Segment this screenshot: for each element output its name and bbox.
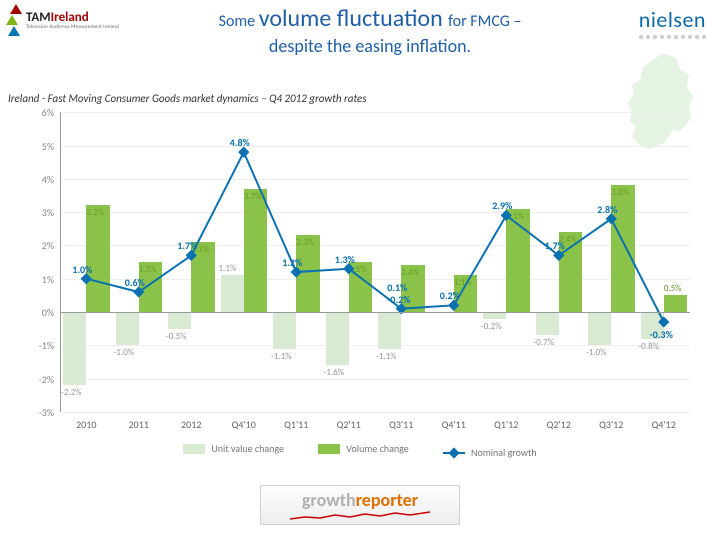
nielsen-logo: nielsen xyxy=(639,6,706,39)
x-category-label: Q4'10 xyxy=(218,418,271,431)
title-mid: for FMCG – xyxy=(448,12,521,31)
growthreporter-sparkline-icon xyxy=(290,511,430,521)
x-category-label: Q4'11 xyxy=(428,418,481,431)
y-axis-line xyxy=(60,112,61,412)
x-category-label: Q2'12 xyxy=(533,418,586,431)
y-tick-label: -1% xyxy=(20,339,54,352)
legend-unit-label: Unit value change xyxy=(211,442,284,455)
gr-right: reporter xyxy=(356,489,418,511)
tam-ireland-logo: TAMIreland Television Audience Measureme… xyxy=(6,4,119,36)
tam-tagline: Television Audience Measurement Ireland xyxy=(26,24,119,30)
legend-unit: Unit value change xyxy=(183,442,284,455)
y-tick-label: 2% xyxy=(20,239,54,252)
legend-volume: Volume change xyxy=(318,442,408,455)
chart-legend: Unit value change Volume change Nominal … xyxy=(20,442,700,459)
nominal-growth-label: 1.3% xyxy=(335,253,355,266)
nominal-growth-label: 1.7% xyxy=(177,239,197,252)
page-title: Some volume fluctuation for FMCG – despi… xyxy=(150,4,590,57)
nominal-growth-label: -0.3% xyxy=(650,328,673,341)
y-tick-label: 6% xyxy=(20,106,54,119)
x-category-label: Q1'11 xyxy=(270,418,323,431)
nominal-growth-label: 2.9% xyxy=(492,199,512,212)
y-tick-label: 0% xyxy=(20,306,54,319)
nominal-growth-label: 2.8% xyxy=(597,203,617,216)
y-tick-label: 5% xyxy=(20,140,54,153)
nominal-growth-label: 1.2% xyxy=(282,256,302,269)
nominal-growth-label: 4.8% xyxy=(230,136,250,149)
tam-suffix: Ireland xyxy=(51,10,89,25)
x-axis-zero-line xyxy=(60,312,690,313)
x-category-label: 2010 xyxy=(60,418,113,431)
y-tick-label: -2% xyxy=(20,373,54,386)
nominal-growth-label: 0.2% xyxy=(440,289,460,302)
legend-line-label: Nominal growth xyxy=(471,446,537,459)
fmcg-chart: 6%5%4%3%2%1%0%-1%-2%-3% -2.2%3.2%-1.0%1.… xyxy=(20,112,700,462)
x-category-label: Q2'11 xyxy=(323,418,376,431)
nielsen-word: nielsen xyxy=(639,6,706,33)
x-category-label: Q3'11 xyxy=(375,418,428,431)
nominal-growth-label: 1.0% xyxy=(72,263,92,276)
x-category-label: Q1'12 xyxy=(480,418,533,431)
nominal-growth-label: 0.6% xyxy=(125,276,145,289)
nielsen-dots xyxy=(639,35,706,39)
x-category-label: Q4'12 xyxy=(638,418,691,431)
y-tick-label: 4% xyxy=(20,173,54,186)
tam-prefix: TAM xyxy=(26,10,51,25)
growthreporter-badge: growthreporter xyxy=(260,485,460,525)
y-tick-label: 1% xyxy=(20,273,54,286)
y-tick-label: 3% xyxy=(20,206,54,219)
nominal-growth-label: 0.1% xyxy=(387,281,407,294)
tam-brand-text: TAMIreland xyxy=(26,11,119,24)
y-tick-label: -3% xyxy=(20,406,54,419)
gr-left: growth xyxy=(302,489,356,511)
title-main: volume fluctuation xyxy=(259,4,448,33)
x-category-label: Q3'12 xyxy=(585,418,638,431)
legend-volume-label: Volume change xyxy=(346,442,408,455)
nominal-growth-label: 1.7% xyxy=(545,239,565,252)
x-category-label: 2012 xyxy=(165,418,218,431)
title-prefix: Some xyxy=(219,12,259,31)
nominal-growth-label: -0.2% xyxy=(387,293,410,306)
legend-line: Nominal growth xyxy=(443,446,537,459)
nominal-growth-line xyxy=(60,112,690,412)
title-line2: despite the easing inflation. xyxy=(150,35,590,57)
x-category-label: 2011 xyxy=(113,418,166,431)
chart-subtitle: Ireland - Fast Moving Consumer Goods mar… xyxy=(8,92,367,105)
